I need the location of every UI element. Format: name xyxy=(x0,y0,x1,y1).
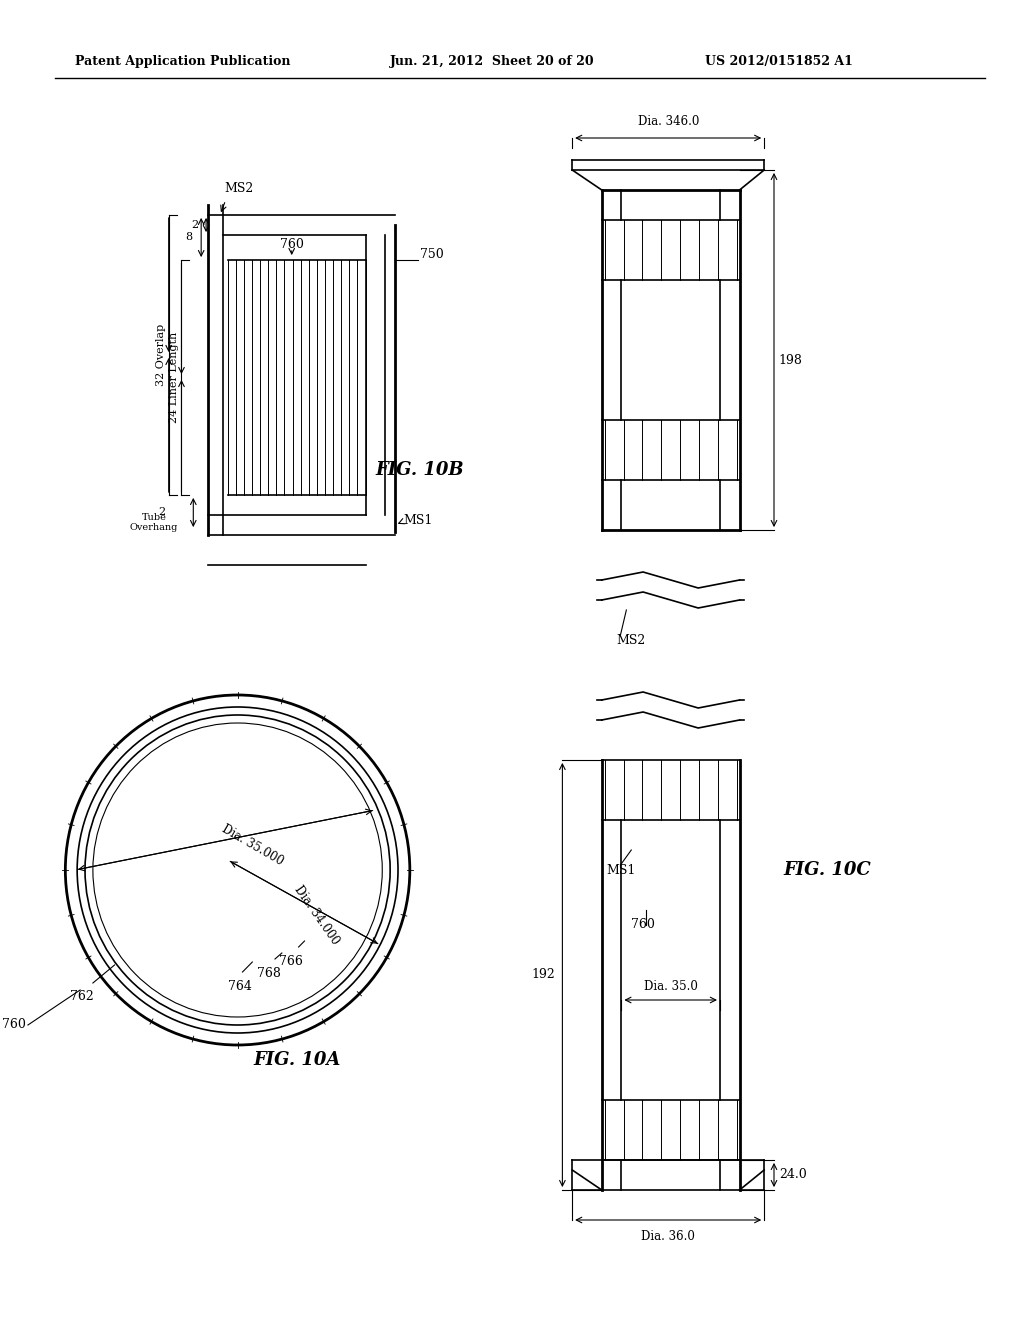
Text: 766: 766 xyxy=(279,954,303,968)
Text: 24.0: 24.0 xyxy=(779,1168,807,1181)
Text: MS1: MS1 xyxy=(606,863,636,876)
Text: Tube: Tube xyxy=(141,513,166,523)
Text: 2: 2 xyxy=(191,220,199,230)
Text: 762: 762 xyxy=(71,990,94,1003)
Text: 32 Overlap: 32 Overlap xyxy=(156,323,166,387)
Text: 760: 760 xyxy=(631,919,655,932)
Text: 760: 760 xyxy=(2,1019,26,1031)
Text: FIG. 10C: FIG. 10C xyxy=(783,861,871,879)
Text: 8: 8 xyxy=(185,232,193,242)
Text: Dia. 34.000: Dia. 34.000 xyxy=(291,883,341,946)
Text: FIG. 10A: FIG. 10A xyxy=(254,1051,341,1069)
Text: 764: 764 xyxy=(227,979,252,993)
Text: MS2: MS2 xyxy=(225,182,254,195)
Text: 24 Liner Length: 24 Liner Length xyxy=(169,331,178,422)
Text: 2: 2 xyxy=(159,507,165,517)
Text: 760: 760 xyxy=(280,239,304,252)
Text: 192: 192 xyxy=(531,969,555,982)
Text: Jun. 21, 2012  Sheet 20 of 20: Jun. 21, 2012 Sheet 20 of 20 xyxy=(390,55,595,69)
Text: Overhang: Overhang xyxy=(130,523,178,532)
Text: 768: 768 xyxy=(257,968,282,979)
Text: Dia. 346.0: Dia. 346.0 xyxy=(638,115,699,128)
Text: FIG. 10B: FIG. 10B xyxy=(376,461,464,479)
Text: Dia. 35.0: Dia. 35.0 xyxy=(644,979,697,993)
Text: Patent Application Publication: Patent Application Publication xyxy=(75,55,291,69)
Text: 198: 198 xyxy=(779,354,803,367)
Text: 750: 750 xyxy=(420,248,443,261)
Text: Dia. 36.0: Dia. 36.0 xyxy=(641,1230,695,1243)
Text: Dia. 35.000: Dia. 35.000 xyxy=(219,822,286,867)
Text: MS2: MS2 xyxy=(616,634,646,647)
Text: MS1: MS1 xyxy=(402,513,432,527)
Text: US 2012/0151852 A1: US 2012/0151852 A1 xyxy=(706,55,853,69)
